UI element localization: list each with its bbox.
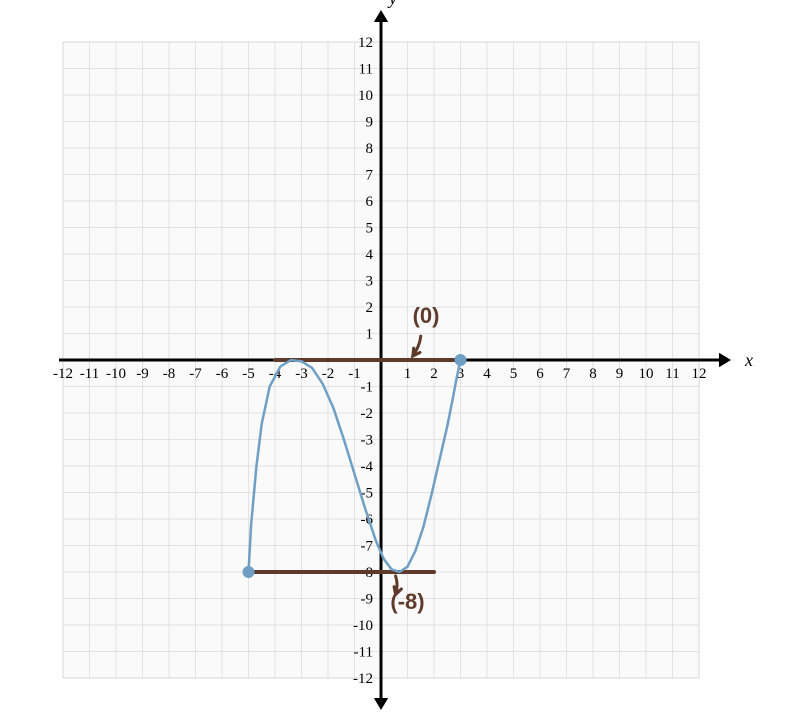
- x-tick-label: -1: [348, 366, 361, 382]
- y-tick-label: 4: [366, 247, 374, 263]
- y-tick-label: 6: [366, 194, 374, 210]
- y-tick-label: -12: [353, 671, 373, 687]
- x-tick-label: 4: [483, 366, 491, 382]
- annotation-label: (-8): [390, 589, 424, 614]
- x-axis-title: x: [744, 350, 753, 370]
- x-tick-label: -11: [80, 366, 99, 382]
- x-tick-label: -8: [163, 366, 176, 382]
- y-tick-label: 10: [358, 88, 373, 104]
- y-axis-title: y: [387, 0, 397, 8]
- y-tick-label: -9: [361, 592, 374, 608]
- x-tick-label: -2: [322, 366, 335, 382]
- y-tick-label: 7: [366, 168, 374, 184]
- y-tick-label: -2: [361, 406, 374, 422]
- x-tick-label: -5: [242, 366, 255, 382]
- y-tick-label: 3: [366, 274, 374, 290]
- x-tick-label: 11: [665, 366, 679, 382]
- x-tick-label: 10: [639, 366, 654, 382]
- y-tick-label: -1: [361, 380, 374, 396]
- x-tick-label: 5: [510, 366, 518, 382]
- y-tick-label: -7: [361, 539, 374, 555]
- x-tick-label: -12: [53, 366, 73, 382]
- x-tick-label: 8: [589, 366, 597, 382]
- x-tick-label: 1: [404, 366, 412, 382]
- endpoint-marker: [244, 567, 254, 577]
- y-tick-label: 12: [358, 35, 373, 51]
- y-tick-label: -4: [361, 459, 374, 475]
- x-tick-label: 6: [536, 366, 544, 382]
- y-axis-arrow-down-icon: [374, 698, 388, 710]
- y-tick-label: 2: [366, 300, 374, 316]
- y-tick-label: 9: [366, 115, 374, 131]
- y-tick-label: -10: [353, 618, 373, 634]
- y-tick-label: -3: [361, 433, 374, 449]
- y-tick-label: 8: [366, 141, 374, 157]
- x-tick-label: 7: [563, 366, 571, 382]
- y-tick-label: 5: [366, 221, 374, 237]
- y-tick-label: -11: [354, 645, 373, 661]
- x-tick-label: 2: [430, 366, 438, 382]
- x-tick-label: 12: [692, 366, 707, 382]
- endpoint-marker: [456, 355, 466, 365]
- x-axis-arrow-icon: [719, 353, 731, 367]
- coordinate-plane-chart: -12-11-10-9-8-7-6-5-4-3-2-11234567891011…: [0, 0, 800, 712]
- x-tick-label: -10: [106, 366, 126, 382]
- chart-svg: -12-11-10-9-8-7-6-5-4-3-2-11234567891011…: [0, 0, 800, 712]
- y-axis-arrow-up-icon: [374, 10, 388, 22]
- y-tick-label: 11: [359, 62, 373, 78]
- y-tick-label: 1: [366, 327, 374, 343]
- x-tick-label: 9: [616, 366, 624, 382]
- x-tick-label: -9: [136, 366, 149, 382]
- x-tick-label: -7: [189, 366, 202, 382]
- x-tick-label: -3: [295, 366, 308, 382]
- annotation-label: (0): [413, 303, 440, 328]
- x-tick-label: -6: [216, 366, 229, 382]
